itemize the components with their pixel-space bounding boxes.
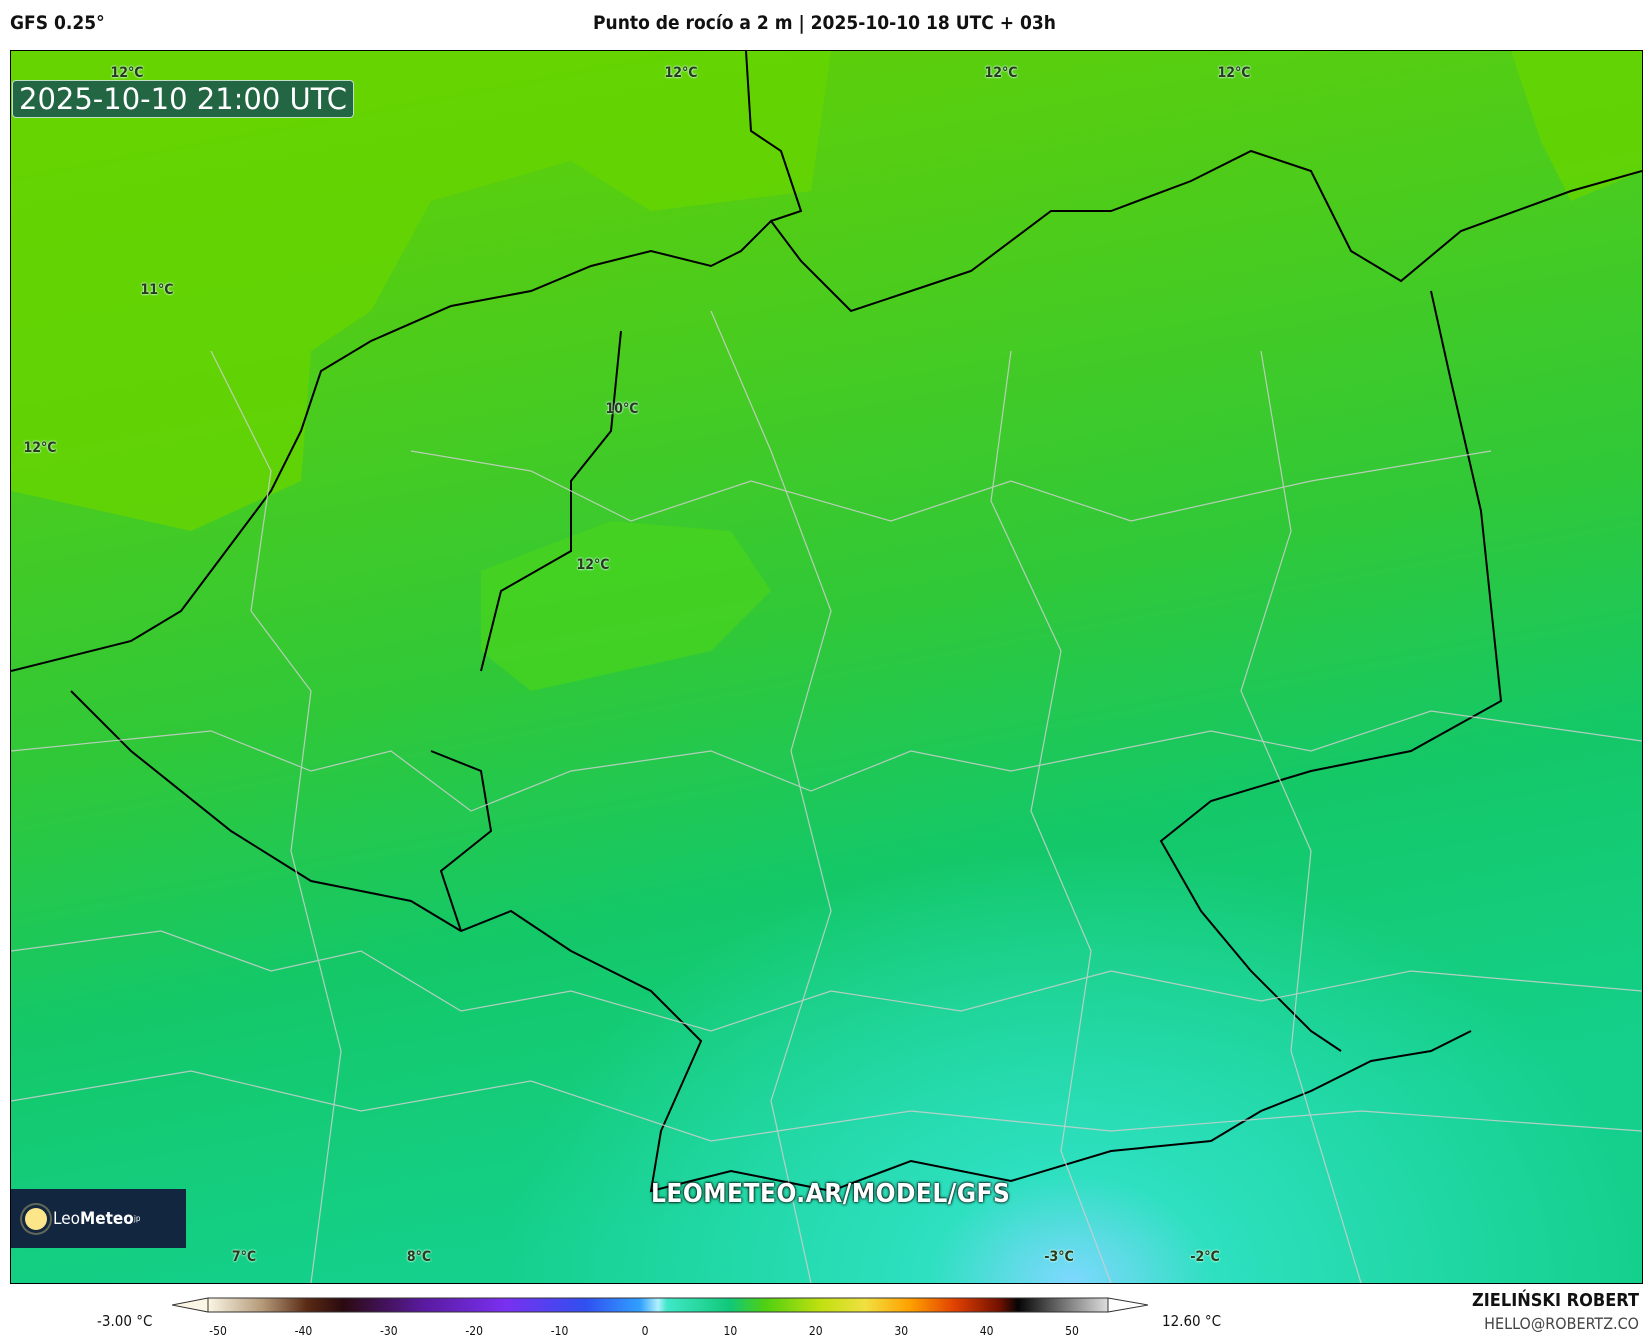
colorbar-tick-label: 50 [1065,1324,1079,1338]
colorbar-tick-label: 0 [641,1324,649,1338]
dewpoint-map: 12°C 12°C 12°C 12°C 11°C 12°C 10°C 12°C … [10,50,1643,1284]
contour-label: 8°C [406,1249,432,1265]
colorbar-gradient [207,1297,1109,1313]
map-field [11,51,1642,1283]
colorbar-tick-label: 10 [723,1324,738,1338]
contour-label: 12°C [576,557,610,573]
colorbar-tick-label: -40 [294,1324,313,1338]
colorbar-max-arrow [1107,1297,1149,1313]
author-credit: ZIELIŃSKI ROBERT [1472,1290,1639,1311]
admin-borders [11,310,1642,1283]
contour-label: 7°C [231,1249,257,1265]
contour-label: 12°C [1217,65,1251,81]
contour-label: 11°C [140,282,174,298]
colorbar-min-label: -3.00 °C [97,1312,153,1330]
coastline-paths [11,51,1642,1193]
colorbar-tick-label: 20 [808,1324,823,1338]
contour-label: 12°C [984,65,1018,81]
sun-icon [25,1207,47,1230]
contour-label: -3°C [1044,1249,1074,1265]
colorbar [172,1297,1149,1313]
contour-label: 10°C [605,401,639,417]
author-email: HELLO@ROBERTZ.CO [1484,1314,1639,1333]
colorbar-tick-label: -20 [465,1324,484,1338]
map-title: Punto de rocío a 2 m | 2025-10-10 18 UTC… [593,12,1056,34]
colorbar-tick-label: -10 [550,1324,569,1338]
contour-label: 12°C [23,440,57,456]
watermark-url: LEOMETEO.AR/MODEL/GFS [651,1179,1011,1209]
contour-label: 12°C [664,65,698,81]
colorbar-tick-label: 30 [894,1324,909,1338]
colorbar-tick-label: -50 [209,1324,227,1338]
contour-label: 12°C [110,65,144,81]
colorbar-tick-label: -30 [379,1324,398,1338]
colorbar-min-arrow [172,1297,209,1313]
model-name: GFS 0.25° [10,12,105,34]
logo-text-light: Leo [53,1208,80,1229]
colorbar-max-label: 12.60 °C [1162,1312,1222,1330]
contour-label: -2°C [1190,1249,1220,1265]
logo-text-bold: Meteo [80,1208,134,1229]
logo-suffix: jp [133,1214,141,1223]
valid-time-badge: 2025-10-10 21:00 UTC [12,80,355,118]
leometeo-logo: Leo Meteo jp [11,1189,186,1248]
colorbar-tick-label: 40 [979,1324,994,1338]
